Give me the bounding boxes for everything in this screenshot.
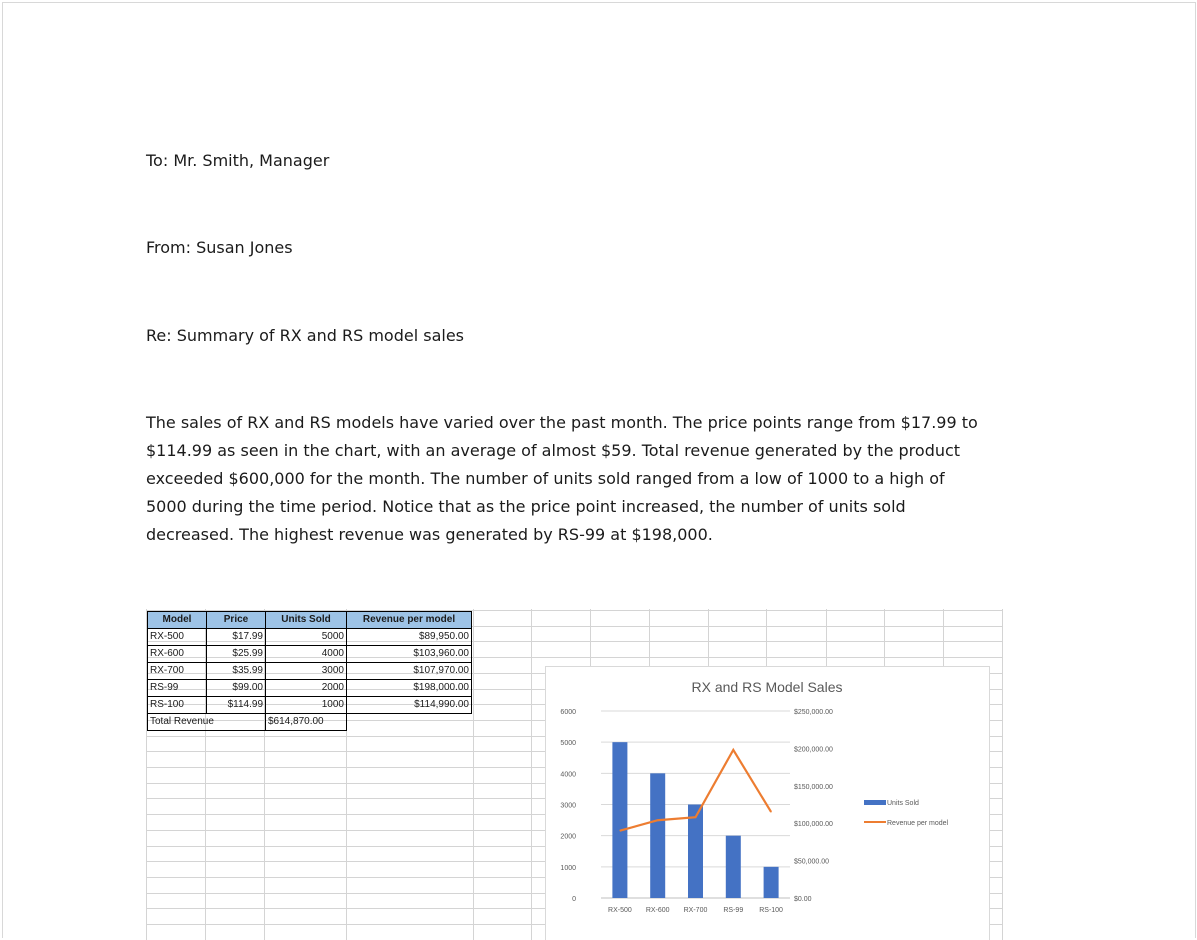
chart-canvas: RX and RS Model Sales 0 1000 2000 3000 4000 50… <box>560 679 949 914</box>
units-sold-bar <box>612 742 628 898</box>
header-price: Price <box>206 611 266 629</box>
left-axis-tick-label: 1000 <box>560 865 576 872</box>
left-axis-tick-label: 2000 <box>560 834 576 841</box>
left-axis-tick-label: 4000 <box>560 771 576 778</box>
memo-subject-line: Re: Summary of RX and RS model sales <box>146 326 465 345</box>
left-axis-tick-label: 6000 <box>560 709 576 716</box>
header-model: Model <box>147 611 207 629</box>
right-axis-tick-label: $150,000.00 <box>794 784 833 791</box>
x-axis-tick-label: RX-600 <box>646 907 670 914</box>
right-axis-tick-label: $0.00 <box>794 896 812 903</box>
table-total-row: Total Revenue $614,870.00 <box>147 713 472 731</box>
cell-model: RX-600 <box>147 645 207 663</box>
left-axis-tick-label: 3000 <box>560 803 576 810</box>
cell-price: $17.99 <box>206 628 266 646</box>
right-axis-tick-label: $250,000.00 <box>794 709 833 716</box>
cell-revenue: $198,000.00 <box>346 679 472 697</box>
table-row: RX-500 $17.99 5000 $89,950.00 <box>147 628 472 646</box>
table-row: RX-600 $25.99 4000 $103,960.00 <box>147 645 472 663</box>
cell-model: RX-500 <box>147 628 207 646</box>
x-axis-tick-label: RS-99 <box>723 907 743 914</box>
cell-price: $99.00 <box>206 679 266 697</box>
right-axis-tick-label: $50,000.00 <box>794 859 829 866</box>
cell-units: 2000 <box>265 679 347 697</box>
cell-price: $25.99 <box>206 645 266 663</box>
revenue-point <box>695 816 696 818</box>
table-row: RS-99 $99.00 2000 $198,000.00 <box>147 679 472 697</box>
memo-to-line: To: Mr. Smith, Manager <box>146 151 330 170</box>
legend-label-revenue: Revenue per model <box>887 820 949 827</box>
embedded-spreadsheet: Model Price Units Sold Revenue per model… <box>146 609 1003 940</box>
paragraph-line: exceeded $600,000 for the month. The num… <box>146 469 945 488</box>
cell-price: $114.99 <box>206 696 266 714</box>
cell-model: RS-99 <box>147 679 207 697</box>
cell-units: 4000 <box>265 645 347 663</box>
header-revenue: Revenue per model <box>346 611 472 629</box>
paragraph-line: The sales of RX and RS models have varie… <box>146 413 978 432</box>
revenue-point <box>619 830 621 832</box>
sales-chart[interactable]: RX and RS Model Sales 0 1000 2000 3000 4000 50… <box>545 666 990 940</box>
units-sold-bar <box>688 804 703 898</box>
total-revenue-value: $614,870.00 <box>265 713 347 731</box>
x-axis-tick-label: RX-700 <box>684 907 708 914</box>
left-axis-tick-label: 5000 <box>560 740 576 747</box>
paragraph-line: $114.99 as seen in the chart, with an av… <box>146 441 961 460</box>
cell-revenue: $103,960.00 <box>346 645 472 663</box>
legend-label-units-sold: Units Sold <box>887 800 919 807</box>
units-sold-bar <box>650 773 666 898</box>
units-sold-bar <box>763 866 779 898</box>
right-axis-tick-label: $100,000.00 <box>794 821 833 828</box>
table-row: RS-100 $114.99 1000 $114,990.00 <box>147 696 472 714</box>
cell-model: RS-100 <box>147 696 207 714</box>
paragraph-line: decreased. The highest revenue was gener… <box>146 525 713 544</box>
revenue-point <box>657 819 659 821</box>
cell-revenue: $107,970.00 <box>346 662 472 680</box>
x-axis-tick-label: RS-100 <box>759 907 783 914</box>
table-header-row: Model Price Units Sold Revenue per model <box>147 611 472 629</box>
paragraph-line: 5000 during the time period. Notice that… <box>146 497 906 516</box>
cell-units: 1000 <box>265 696 347 714</box>
revenue-point <box>770 811 772 813</box>
total-revenue-label: Total Revenue <box>147 713 266 731</box>
cell-units: 5000 <box>265 628 347 646</box>
legend-swatch-units-sold <box>864 800 886 805</box>
sales-table: Model Price Units Sold Revenue per model… <box>147 611 472 731</box>
header-units-sold: Units Sold <box>265 611 347 629</box>
cell-price: $35.99 <box>206 662 266 680</box>
table-row: RX-700 $35.99 3000 $107,970.00 <box>147 662 472 680</box>
cell-model: RX-700 <box>147 662 207 680</box>
memo-body-paragraph: The sales of RX and RS models have varie… <box>146 409 1046 549</box>
memo-from-line: From: Susan Jones <box>146 238 293 257</box>
units-sold-bar <box>725 835 741 898</box>
revenue-point <box>732 749 734 751</box>
left-axis-tick-label: 0 <box>572 896 576 903</box>
x-axis-tick-label: RX-500 <box>608 907 632 914</box>
cell-revenue: $114,990.00 <box>346 696 472 714</box>
cell-units: 3000 <box>265 662 347 680</box>
right-axis-tick-label: $200,000.00 <box>794 746 833 753</box>
chart-title: RX and RS Model Sales <box>692 679 843 695</box>
cell-revenue: $89,950.00 <box>346 628 472 646</box>
